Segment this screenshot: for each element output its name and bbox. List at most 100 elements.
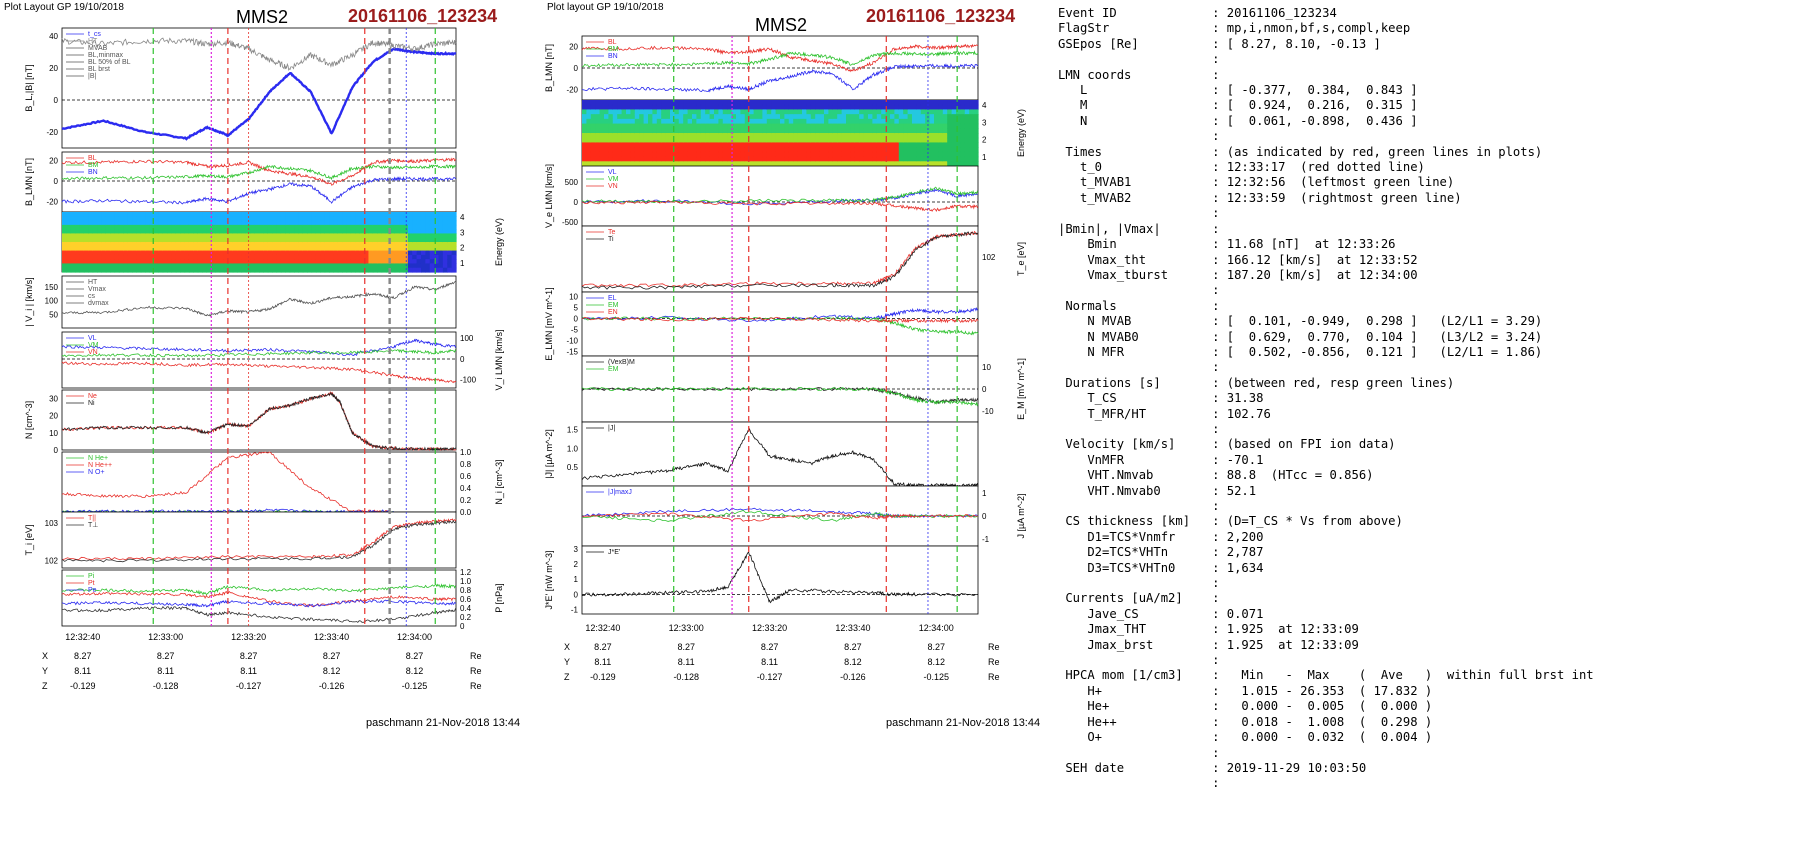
spectrogram-cell [590,128,596,134]
spectrogram-cell [582,123,587,129]
spectrogram-cell [315,224,321,230]
spectrogram-cell [149,242,155,247]
spectrogram-cell [617,147,623,153]
spectrogram-cell [903,123,909,129]
spectrogram-cell [350,216,356,222]
spectrogram-cell [780,161,785,167]
right-ytick: -15 [566,348,578,357]
spectrogram-cell [929,161,935,167]
spectrogram-cell [412,212,418,217]
spectrogram-cell [898,123,904,129]
right-coord-label: X [564,642,570,652]
spectrogram-cell [674,142,680,148]
spectrogram-cell [648,147,653,153]
spectrogram-cell [810,100,816,106]
spectrogram-cell [626,142,631,148]
spectrogram-cell [228,259,234,265]
spectrogram-cell [250,246,256,252]
spectrogram-cell [595,114,601,120]
spectrogram-cell [687,118,693,125]
spectrogram-cell [854,114,860,120]
spectrogram-cell [934,118,939,125]
spectrogram-cell [709,156,715,162]
spectrogram-cell [863,133,869,139]
spectrogram-cell [307,254,313,260]
spectrogram-cell [263,233,269,239]
spectrogram-cell [612,123,618,129]
spectrogram-cell [916,161,922,167]
spectrogram-cell [582,100,587,106]
spectrogram-cell [62,242,67,247]
spectrogram-cell [75,216,81,222]
spectrogram-cell [595,156,601,162]
right-ytick: 20 [569,43,578,52]
spectrogram-cell [652,142,658,148]
spectrogram-cell [934,161,939,167]
spectrogram-cell [643,114,649,120]
spectrogram-cell [259,237,264,243]
spectrogram-cell [75,259,81,265]
spectrogram-cell [350,250,356,256]
spectrogram-cell [793,104,799,111]
spectrogram-cell [302,216,308,222]
spectrogram-cell [298,229,304,235]
spectrogram-cell [294,250,299,256]
info-line: D2=TCS*VHTn : 2,787 [1058,545,1264,560]
spectrogram-cell [272,242,278,247]
spectrogram-cell [898,109,904,115]
spectrogram-cell [643,151,649,158]
spectrogram-cell [912,133,917,139]
right-coord-value: 8.12 [928,657,946,667]
spectrogram-cell [333,237,339,243]
spectrogram-cell [762,109,768,115]
spectrogram-cell [206,220,212,226]
spectrogram-cell [665,109,671,115]
spectrogram-cell [447,224,453,230]
spectrogram-cell [110,242,116,247]
spectrogram-cell [868,142,873,148]
info-line: GSEpos [Re] : [ 8.27, 8.10, -0.13 ] [1058,36,1381,51]
right-ytick: -10 [566,337,578,346]
spectrogram-cell [793,147,799,153]
right-ytick: 0 [574,64,579,73]
spectrogram-cell [206,242,212,247]
spectrogram-cell [832,156,838,162]
spectrogram-cell [678,109,684,115]
series-bn [581,63,979,93]
spectrogram-cell [617,137,623,144]
spectrogram-cell [810,114,816,120]
spectrogram-cell [420,212,426,217]
spectrogram-cell [136,267,142,273]
spectrogram-cell [890,147,895,153]
spectrogram-cell [964,118,970,125]
spectrogram-cell [337,242,343,247]
spectrogram-cell [586,147,592,153]
spectrogram-cell [167,242,173,247]
spectrogram-cell [250,212,256,217]
spectrogram-cell [118,250,124,256]
spectrogram-cell [175,259,181,265]
spectrogram-cell [228,233,234,239]
spectrogram-cell [451,216,457,222]
spectrogram-cell [364,220,370,226]
spectrogram-cell [272,212,278,217]
spectrogram-cell [210,246,216,252]
spectrogram-cell [846,137,851,144]
spectrogram-cell [197,237,203,243]
spectrogram-cell [118,212,124,217]
spectrogram-cell [692,156,697,162]
spectrogram-cell [859,161,865,167]
spectrogram-cell [97,259,102,265]
spectrogram-cell [621,118,627,125]
spectrogram-cell [101,250,107,256]
spectrogram-cell [652,151,658,158]
spectrogram-cell [420,224,426,230]
spectrogram-cell [907,137,913,144]
spectrogram-cell [359,263,365,269]
left-ytick: 0 [460,622,465,631]
spectrogram-cell [876,109,882,115]
spectrogram-cell [197,259,203,265]
left-ytick: 0 [54,177,59,186]
spectrogram-cell [947,100,953,106]
spectrogram-cell [434,246,440,252]
